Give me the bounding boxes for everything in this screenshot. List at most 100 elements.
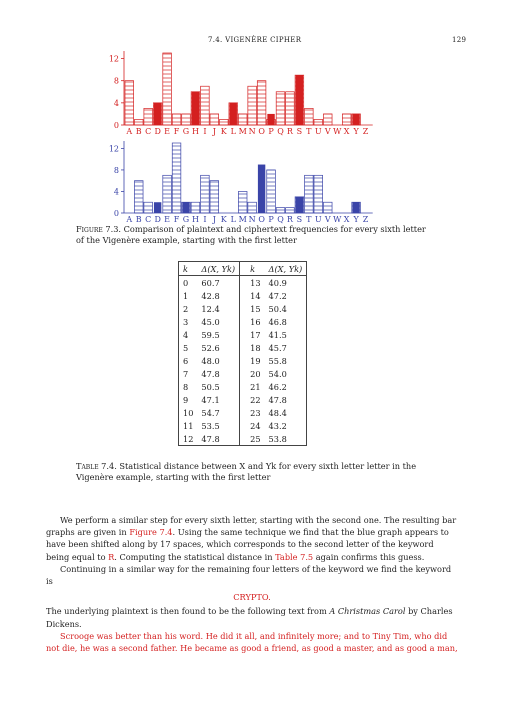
- table-row: 4 59.5 17 41.5: [178, 328, 308, 341]
- bar: [143, 108, 153, 126]
- bar: [257, 164, 266, 213]
- bar: [153, 202, 162, 213]
- table-row: 7 47.8 20 54.0: [178, 367, 308, 380]
- link-figure-7-4[interactable]: Figure 7.4: [129, 527, 173, 538]
- table-row: 12 47.8 25 53.8: [178, 432, 308, 446]
- link-r[interactable]: R: [108, 551, 115, 562]
- bar: [143, 201, 153, 214]
- x-tick-label: U: [315, 127, 322, 136]
- bar: [162, 174, 172, 214]
- quote-text: Scrooge was better than his word. He did…: [46, 630, 458, 654]
- x-tick-label: I: [203, 215, 206, 224]
- bar: [229, 102, 237, 125]
- bar: [323, 201, 333, 214]
- y-tick-label: 12: [109, 144, 119, 153]
- x-tick-label: J: [212, 215, 216, 224]
- bar: [267, 113, 275, 125]
- x-tick-label: Z: [363, 215, 369, 224]
- cell-distance: 47.8: [197, 367, 241, 380]
- bar: [238, 113, 248, 126]
- cell-distance: 47.2: [264, 289, 308, 302]
- keyword: CRYPTO.: [233, 592, 271, 603]
- x-tick-label: K: [221, 127, 228, 136]
- x-tick-label: W: [333, 215, 342, 224]
- p3-text-b: by Charles Dickens.: [46, 606, 453, 629]
- cell-k: 22: [250, 394, 261, 405]
- bar: [295, 196, 304, 213]
- x-tick-label: W: [333, 127, 342, 136]
- x-tick-label: L: [231, 127, 237, 136]
- x-tick-label: Y: [352, 215, 359, 224]
- bar: [134, 119, 144, 126]
- cell-distance: 60.7: [197, 275, 241, 289]
- y-tick-label: 8: [114, 166, 119, 175]
- cell-k: 23: [250, 407, 261, 418]
- bar: [200, 174, 210, 214]
- x-tick-label: K: [221, 215, 228, 224]
- x-tick-label: T: [306, 127, 312, 136]
- cell-k: 15: [250, 303, 261, 314]
- cell-k: 18: [250, 342, 261, 353]
- cell-distance: 45.7: [264, 341, 308, 354]
- paragraph-3: The underlying plaintext is then found t…: [46, 605, 458, 629]
- bar: [266, 169, 276, 214]
- cell-distance: 47.8: [264, 393, 308, 406]
- bar: [134, 180, 144, 214]
- y-tick-label: 4: [114, 187, 119, 196]
- x-tick-label: Q: [277, 215, 284, 224]
- x-tick-label: Z: [363, 127, 369, 136]
- x-tick-label: X: [344, 215, 350, 224]
- cell-k: 16: [250, 316, 261, 327]
- cell-distance: 46.2: [264, 380, 308, 393]
- x-tick-label: S: [297, 127, 302, 136]
- cell-distance: 47.8: [197, 432, 241, 446]
- x-tick-label: C: [145, 127, 151, 136]
- bar: [275, 91, 286, 126]
- cell-k: 6: [178, 354, 198, 367]
- x-tick-label: A: [125, 215, 132, 224]
- x-tick-label: E: [164, 127, 170, 136]
- x-tick-label: B: [136, 215, 142, 224]
- bar: [304, 174, 314, 214]
- x-tick-label: V: [324, 127, 331, 136]
- bar: [304, 108, 314, 126]
- x-tick-label: G: [183, 215, 189, 224]
- table-row: 6 48.0 19 55.8: [178, 354, 308, 367]
- cell-distance: 48.0: [197, 354, 241, 367]
- section-title: 7.4. VIGENÈRE CIPHER: [208, 36, 302, 44]
- x-tick-label: U: [315, 215, 322, 224]
- cell-distance: 12.4: [197, 302, 241, 315]
- cell-distance: 42.8: [197, 289, 241, 302]
- cell-k: 5: [178, 341, 198, 354]
- y-tick-label: 0: [114, 209, 119, 218]
- cell-distance: 54.7: [197, 406, 241, 419]
- p1-text-b: . Using the same technique we find that …: [46, 527, 449, 562]
- cell-k: 1: [178, 289, 198, 302]
- paragraph-2: Continuing in a similar way for the rema…: [46, 563, 452, 587]
- bar: [313, 174, 323, 214]
- cell-k: 9: [178, 393, 198, 406]
- figure-caption: Figure 7.3. Comparison of plaintext and …: [76, 224, 436, 246]
- figure-caption-label: Figure 7.3.: [76, 224, 122, 234]
- table-row: 10 54.7 23 48.4: [178, 406, 308, 419]
- bar: [209, 113, 220, 126]
- link-table-7-5[interactable]: Table 7.5: [275, 551, 314, 562]
- bar: [247, 85, 257, 126]
- bar: [313, 119, 323, 126]
- cell-k: 3: [178, 315, 198, 328]
- x-tick-label: S: [297, 215, 302, 224]
- cell-k: 17: [250, 329, 261, 340]
- cell-distance: 53.8: [264, 432, 308, 446]
- bar: [182, 202, 190, 213]
- cell-distance: 59.5: [197, 328, 241, 341]
- cell-k: 10: [178, 406, 198, 419]
- cell-k: 21: [250, 381, 261, 392]
- bar: [285, 207, 295, 214]
- distance-table: k Δ(X, Yk) k Δ(X, Yk) 0 60.7 13 40.9 1 42.8 14…: [178, 261, 308, 446]
- p1-text-d: again confirms this guess.: [313, 551, 425, 562]
- col-header-k-2: k: [239, 261, 265, 276]
- cell-k: 0: [178, 275, 198, 289]
- x-tick-label: X: [344, 127, 350, 136]
- cell-k: 12: [178, 432, 198, 446]
